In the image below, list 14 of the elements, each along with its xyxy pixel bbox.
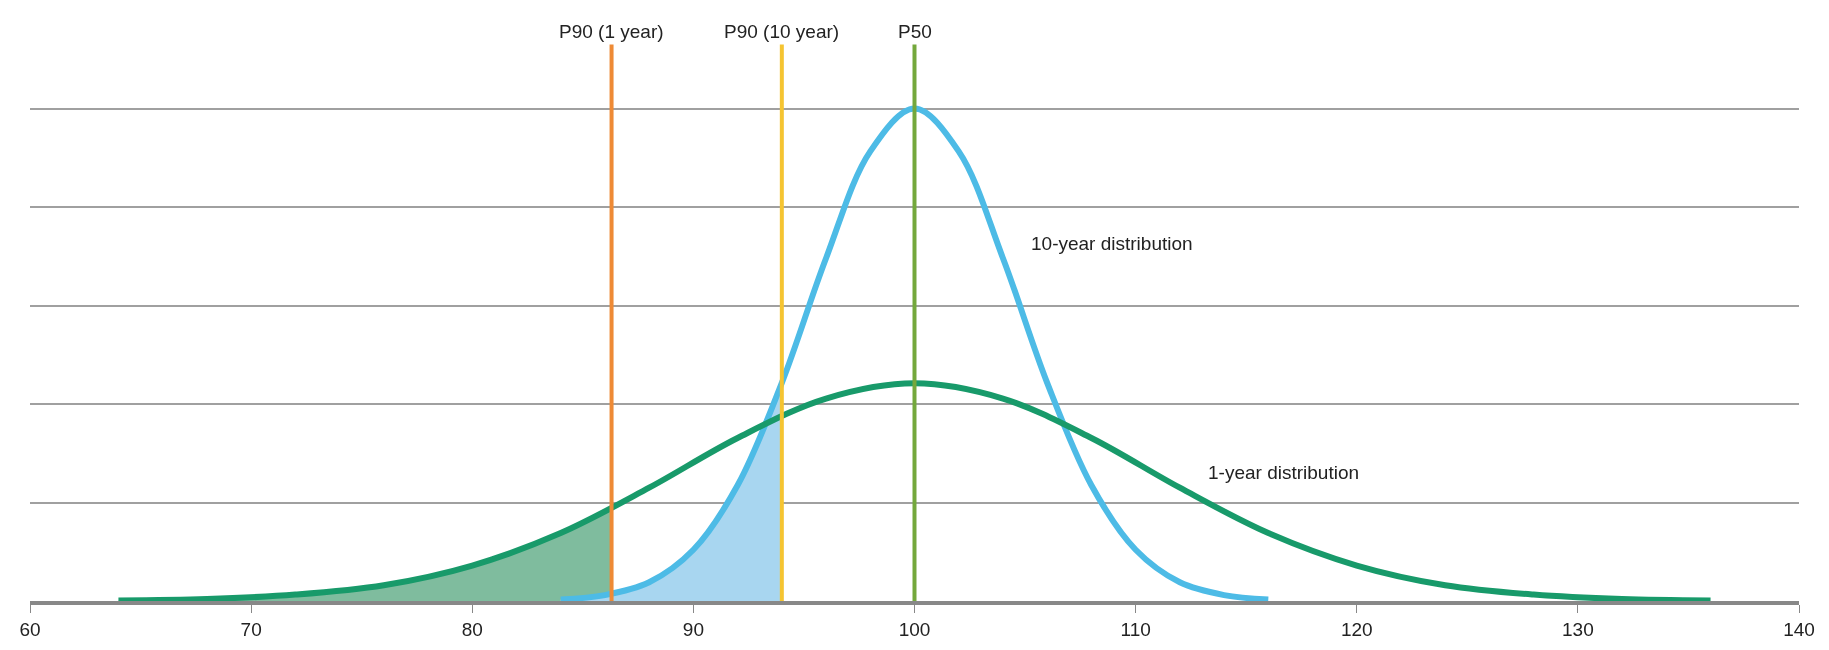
- x-tick-label: 110: [1120, 618, 1151, 640]
- ref-line-label: P90 (1 year): [559, 21, 664, 42]
- ref-line-label: P50: [898, 21, 932, 42]
- x-tick-label: 80: [461, 618, 483, 640]
- x-tick-label: 120: [1340, 618, 1373, 640]
- x-tick-label: 90: [682, 618, 704, 640]
- x-tick-label: 130: [1562, 618, 1594, 640]
- x-tick-label: 70: [240, 618, 262, 640]
- series-label: 1-year distribution: [1208, 462, 1360, 483]
- x-tick-label: 140: [1783, 618, 1815, 640]
- series-label: 10-year distribution: [1031, 233, 1193, 254]
- x-tick-label: 100: [898, 618, 931, 640]
- x-tick-label: 60: [19, 618, 41, 640]
- ref-line-label: P90 (10 year): [724, 21, 840, 42]
